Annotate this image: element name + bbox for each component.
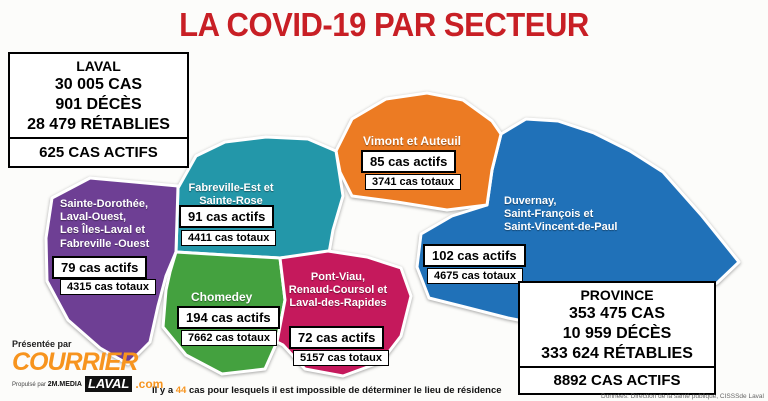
region-label-fabreville-est: Fabreville-Est et Sainte-Rose xyxy=(188,182,274,208)
page-title: LA COVID-19 PAR SECTEUR xyxy=(179,6,589,43)
total-cases-chomedey: 7662 cas totaux xyxy=(181,330,277,346)
active-cases-chomedey: 194 cas actifs xyxy=(177,306,280,329)
laval-cases: 30 005 CAS xyxy=(54,75,143,93)
laval-deaths: 901 DÉCÈS xyxy=(55,95,142,113)
footnote: Il y a 44 cas pour lesquels il est impos… xyxy=(152,385,502,396)
region-label-duvernay: Duvernay, Saint-François et Saint-Vincen… xyxy=(504,195,618,234)
active-cases-vimont-auteuil: 85 cas actifs xyxy=(361,150,457,173)
active-cases-pont-viau: 72 cas actifs xyxy=(289,326,385,349)
total-cases-duvernay: 4675 cas totaux xyxy=(427,268,523,284)
laval-wordmark: LAVAL xyxy=(84,376,133,392)
province-title: PROVINCE xyxy=(580,287,654,303)
presented-by-label: Présentée par xyxy=(12,339,72,349)
total-cases-sainte-dorothee: 4315 cas totaux xyxy=(60,279,156,295)
region-label-sainte-dorothee: Sainte-Dorothée, Laval-Ouest, Les Îles-L… xyxy=(60,198,150,250)
powered-by-label: Propulsé par 2M.MEDIA xyxy=(12,380,82,388)
active-cases-duvernay: 102 cas actifs xyxy=(423,244,526,267)
active-cases-sainte-dorothee: 79 cas actifs xyxy=(52,256,148,279)
footnote-suffix: cas pour lesquels il est impossible de d… xyxy=(188,385,502,396)
province-stats-box: PROVINCE 353 475 CAS 10 959 DÉCÈS 333 62… xyxy=(518,281,716,370)
courrier-laval-logo: Présentée par COURRIER Propulsé par 2M.M… xyxy=(12,339,163,392)
province-cases: 353 475 CAS xyxy=(568,304,666,322)
total-cases-fabreville-est: 4411 cas totaux xyxy=(181,230,277,246)
province-deaths: 10 959 DÉCÈS xyxy=(562,324,672,342)
laval-stats-box: LAVAL 30 005 CAS 901 DÉCÈS 28 479 RÉTABL… xyxy=(8,52,189,141)
footnote-number: 44 xyxy=(175,385,187,396)
footnote-prefix: Il y a xyxy=(152,385,174,396)
dot-com-label: .com xyxy=(135,377,164,392)
laval-active-cases-box: 625 CAS ACTIFS xyxy=(8,137,189,168)
province-active-cases-box: 8892 CAS ACTIFS xyxy=(518,366,716,395)
region-label-chomedey: Chomedey xyxy=(191,290,253,304)
active-cases-fabreville-est: 91 cas actifs xyxy=(179,205,275,228)
courrier-wordmark: COURRIER xyxy=(12,348,138,376)
total-cases-pont-viau: 5157 cas totaux xyxy=(293,350,389,366)
laval-recovered: 28 479 RÉTABLIES xyxy=(27,115,170,133)
region-label-pont-viau: Pont-Viau, Renaud-Coursol et Laval-des-R… xyxy=(288,271,388,310)
total-cases-vimont-auteuil: 3741 cas totaux xyxy=(365,174,461,190)
region-label-vimont-auteuil: Vimont et Auteuil xyxy=(363,134,462,148)
data-source-credit: Données: Direction de la santé publique,… xyxy=(601,393,764,400)
laval-title: LAVAL xyxy=(76,58,121,74)
province-recovered: 333 624 RÉTABLIES xyxy=(541,344,693,362)
